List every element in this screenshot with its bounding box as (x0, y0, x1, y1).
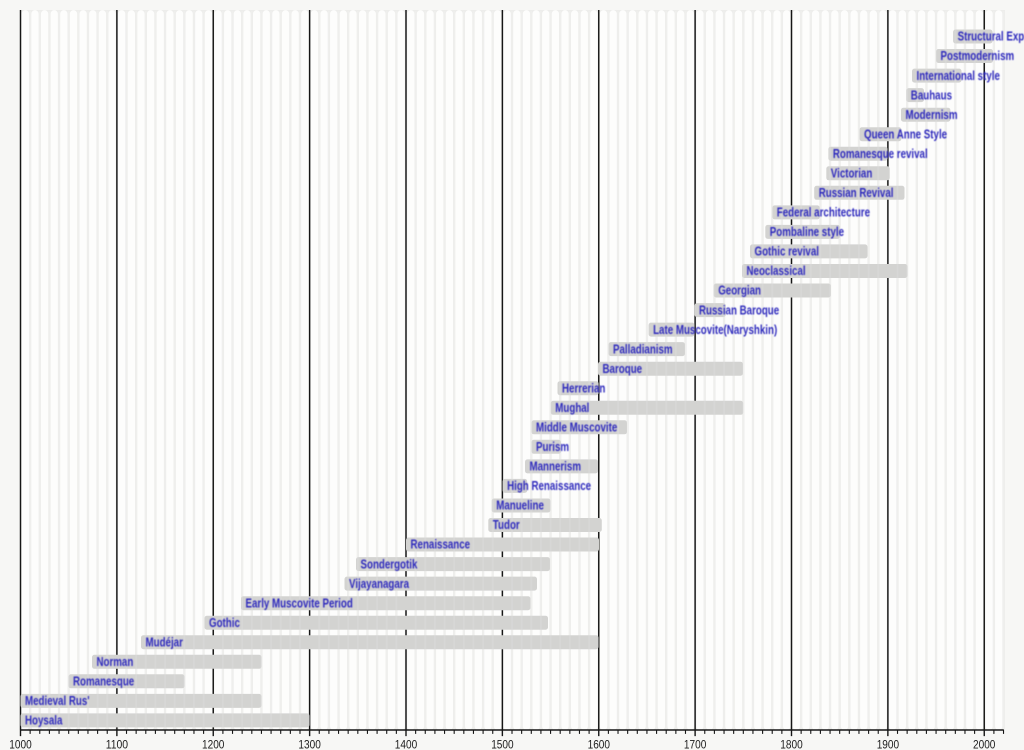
svg-text:Bauhaus: Bauhaus (911, 88, 952, 102)
svg-text:1200: 1200 (202, 738, 225, 750)
svg-text:Mughal: Mughal (555, 401, 589, 415)
svg-text:Mudéjar: Mudéjar (146, 635, 183, 649)
svg-text:Romanesque: Romanesque (73, 675, 134, 689)
svg-text:Manueline: Manueline (496, 499, 544, 513)
svg-text:Federal architecture: Federal architecture (777, 206, 870, 220)
svg-text:Structural Expressionism: Structural Expressionism (958, 30, 1024, 44)
svg-text:High Renaissance: High Renaissance (507, 479, 591, 493)
svg-text:Mannerism: Mannerism (530, 460, 582, 474)
svg-text:Sondergotik: Sondergotik (361, 557, 418, 571)
svg-text:Pombaline style: Pombaline style (770, 225, 844, 239)
svg-text:Tudor: Tudor (493, 518, 520, 532)
svg-text:Baroque: Baroque (603, 362, 643, 376)
svg-text:Neoclassical: Neoclassical (747, 264, 806, 278)
svg-text:Norman: Norman (97, 655, 134, 669)
svg-text:Vijayanagara: Vijayanagara (349, 577, 410, 591)
svg-text:International style: International style (917, 69, 1000, 83)
svg-text:Purism: Purism (536, 440, 569, 454)
svg-text:1300: 1300 (298, 738, 321, 750)
svg-text:Russian Baroque: Russian Baroque (699, 303, 779, 317)
svg-text:Queen Anne Style: Queen Anne Style (864, 127, 947, 141)
svg-text:Victorian: Victorian (831, 167, 873, 181)
svg-text:Late Muscovite(Naryshkin): Late Muscovite(Naryshkin) (653, 323, 777, 337)
svg-text:Renaissance: Renaissance (411, 538, 471, 552)
svg-text:Modernism: Modernism (906, 108, 958, 122)
svg-text:Medieval Rus': Medieval Rus' (25, 694, 90, 708)
svg-text:Gothic revival: Gothic revival (755, 245, 820, 259)
svg-text:Early Muscovite Period: Early Muscovite Period (246, 596, 353, 610)
svg-text:Georgian: Georgian (718, 284, 761, 298)
svg-text:1600: 1600 (588, 738, 611, 750)
svg-text:1500: 1500 (491, 738, 514, 750)
svg-text:2000: 2000 (973, 738, 996, 750)
svg-text:1400: 1400 (395, 738, 418, 750)
svg-text:Russian Revival: Russian Revival (819, 186, 894, 200)
svg-text:1900: 1900 (877, 738, 900, 750)
svg-text:1700: 1700 (684, 738, 707, 750)
svg-text:Palladianism: Palladianism (613, 342, 673, 356)
svg-text:Middle Muscovite: Middle Muscovite (536, 421, 617, 435)
svg-text:1800: 1800 (780, 738, 803, 750)
svg-text:1100: 1100 (106, 738, 129, 750)
svg-text:Postmodernism: Postmodernism (941, 49, 1015, 63)
svg-text:Gothic: Gothic (209, 616, 240, 630)
svg-text:Hoysala: Hoysala (25, 714, 63, 728)
svg-text:Romanesque revival: Romanesque revival (833, 147, 928, 161)
svg-text:1000: 1000 (9, 738, 32, 750)
svg-text:Herrerian: Herrerian (562, 381, 605, 395)
